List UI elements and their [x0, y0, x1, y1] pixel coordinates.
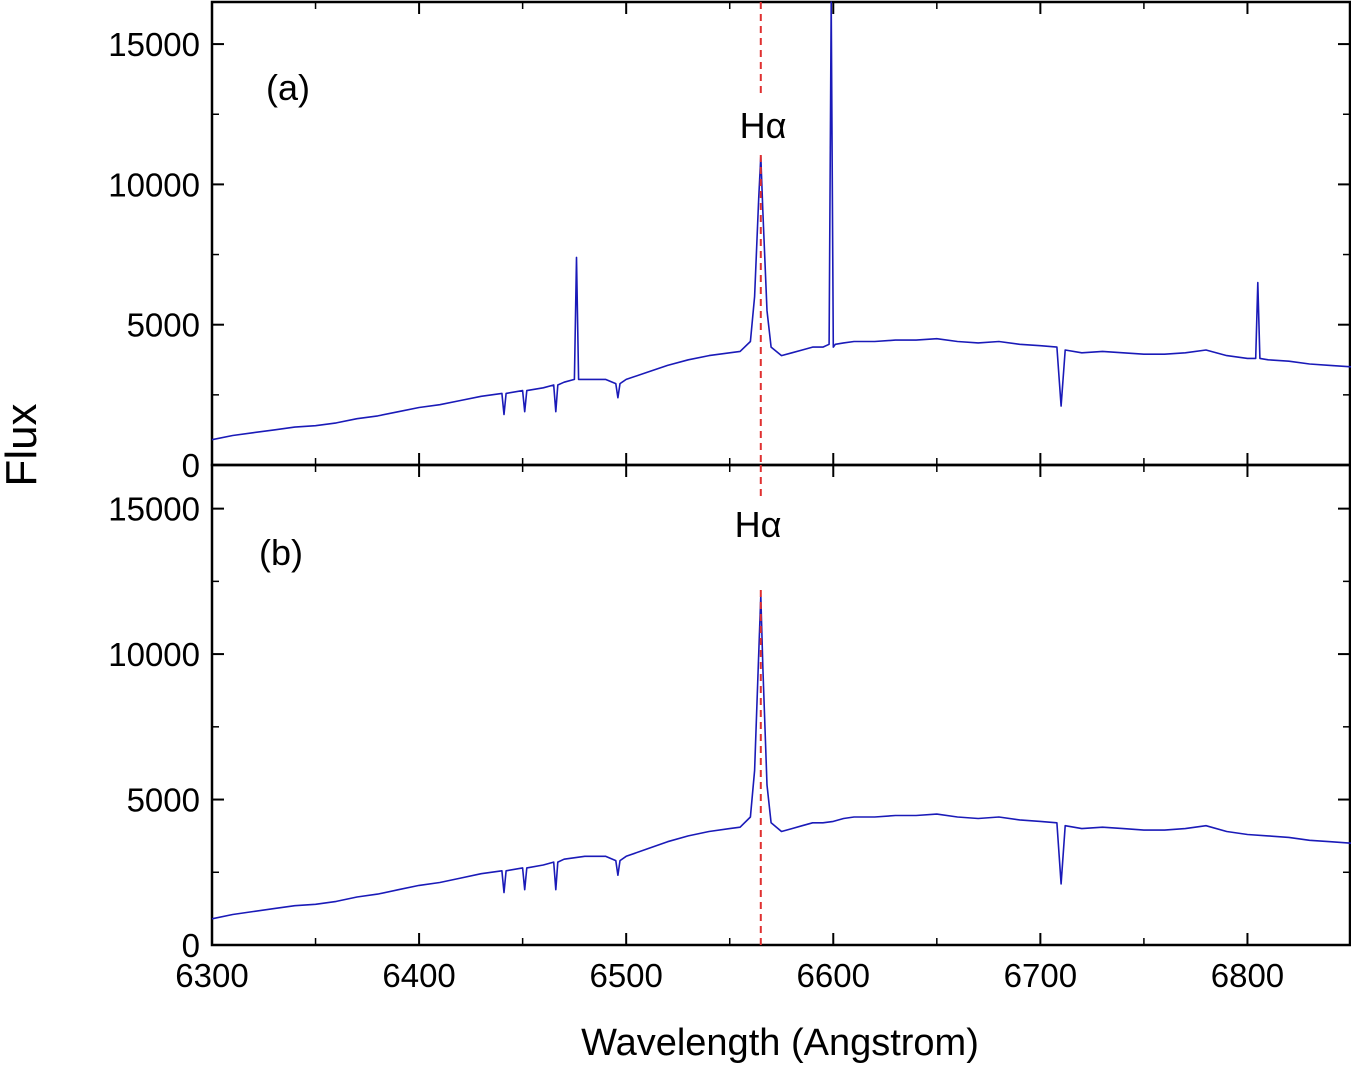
y-tick-label: 15000 [108, 491, 200, 528]
panel-label: (b) [259, 532, 303, 573]
x-tick-label: 6700 [1004, 957, 1077, 994]
y-axis-label: Flux [0, 403, 46, 486]
x-axis-label: Wavelength (Angstrom) [581, 1022, 979, 1064]
y-tick-label: 5000 [127, 782, 200, 819]
y-tick-label: 5000 [127, 307, 200, 344]
y-tick-label: 10000 [108, 636, 200, 673]
y-tick-label: 0 [182, 447, 200, 484]
x-tick-label: 6300 [175, 957, 248, 994]
y-tick-label: 15000 [108, 26, 200, 63]
x-tick-label: 6600 [797, 957, 870, 994]
panel-b: 0 5000 10000 15000 6300 6400 6500 6600 6700 6800 H… [108, 463, 1351, 994]
h-alpha-annotation: Hα [740, 105, 787, 146]
plot-frame [210, 463, 1351, 947]
spectrum-line [211, 595, 1351, 920]
panel-label: (a) [266, 67, 310, 108]
y-tick-label: 0 [182, 927, 200, 964]
x-tick-label: 6500 [589, 957, 662, 994]
x-tick-label: 6400 [382, 957, 455, 994]
x-tick-label: 6800 [1211, 957, 1284, 994]
h-alpha-annotation: Hα [735, 504, 782, 545]
y-tick-label: 10000 [108, 166, 200, 203]
